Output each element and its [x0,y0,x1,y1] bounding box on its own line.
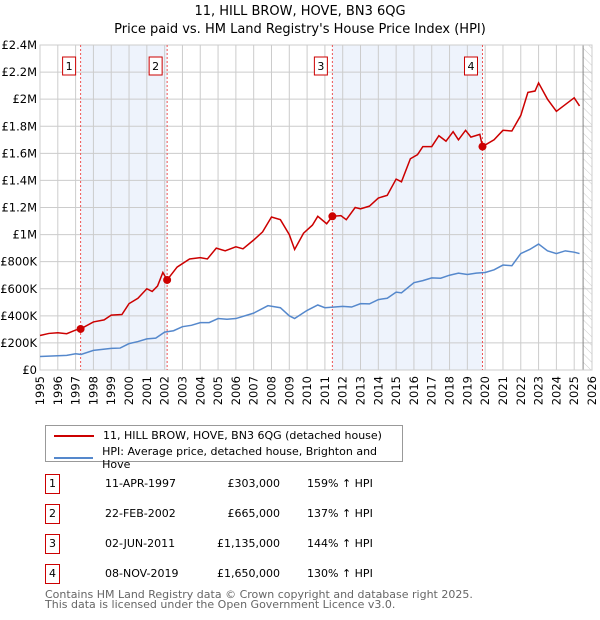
footer-copyright: Contains HM Land Registry data © Crown c… [45,588,473,601]
x-tick-label: 2004 [193,376,207,405]
x-tick-label: 2019 [460,376,474,405]
y-tick-label: £1.6M [1,146,37,160]
sale-point [76,324,85,333]
legend-item-hpi: HPI: Average price, detached house, Brig… [54,445,402,471]
transaction-number: 3 [45,534,60,554]
y-tick-label: £1.4M [1,173,37,187]
marker-label: 4 [467,60,474,73]
y-tick-label: £1.2M [1,201,37,215]
x-tick-label: 2011 [318,376,332,405]
marker-box [313,56,328,76]
transaction-date: 02-JUN-2011 [105,537,176,550]
legend-swatch-property [54,434,94,437]
x-tick-label: 2003 [175,376,189,405]
y-tick-label: £1.8M [1,119,37,133]
y-tick-label: £0 [22,363,37,377]
chart-title: 11, HILL BROW, HOVE, BN3 6QG [194,4,406,19]
x-tick-label: 2013 [354,376,368,405]
marker-box [463,56,478,76]
table-row: 2 22-FEB-2002 £665,000 137% ↑ HPI [45,504,445,524]
x-tick-label: 2023 [532,376,546,405]
y-tick-label: £600K [0,282,37,296]
x-tick-label: 2007 [247,376,261,405]
x-tick-label: 2020 [478,376,492,405]
x-tick-label: 2025 [567,376,581,405]
transaction-number: 1 [45,474,60,494]
x-tick-label: 2021 [496,376,510,405]
transaction-hpi: 144% ↑ HPI [307,537,373,550]
marker-label: 2 [152,60,159,73]
table-row: 3 02-JUN-2011 £1,135,000 144% ↑ HPI [45,534,445,554]
x-tick-label: 2005 [211,376,225,405]
y-tick-label: £2M [12,92,37,106]
legend-label: HPI: Average price, detached house, Brig… [102,445,378,471]
y-tick-label: £800K [0,255,37,269]
transaction-price: £303,000 [227,477,281,490]
marker-label: 1 [66,60,73,73]
legend: 11, HILL BROW, HOVE, BN3 6QG (detached h… [45,425,403,471]
transaction-hpi: 137% ↑ HPI [307,507,373,520]
sale-point [328,212,337,221]
x-tick-label: 1998 [86,376,100,405]
legend-item-property: 11, HILL BROW, HOVE, BN3 6QG (detached h… [54,429,382,442]
chart-subtitle: Price paid vs. HM Land Registry's House … [114,22,486,37]
x-tick-label: 2002 [158,376,172,405]
transaction-price: £1,135,000 [217,537,280,550]
x-tick-label: 2012 [336,376,350,405]
y-tick-label: £2.4M [1,38,37,52]
x-tick-label: 2014 [371,376,385,405]
transaction-date: 08-NOV-2019 [105,567,179,580]
hpi-line [39,243,580,358]
legend-label: 11, HILL BROW, HOVE, BN3 6QG (detached h… [103,429,382,442]
x-tick-label: 2015 [389,376,403,405]
table-row: 4 08-NOV-2019 £1,650,000 130% ↑ HPI [45,564,445,584]
x-tick-label: 1999 [104,376,118,405]
transaction-date: 11-APR-1997 [105,477,177,490]
sale-point [478,142,487,151]
property-line [39,81,581,337]
transaction-number: 2 [45,504,60,524]
x-tick-label: 2016 [407,376,421,405]
y-tick-label: £1M [12,228,37,242]
legend-swatch-hpi [54,457,94,459]
transaction-hpi: 130% ↑ HPI [307,567,373,580]
table-row: 1 11-APR-1997 £303,000 159% ↑ HPI [45,474,445,494]
price-chart: £0 £200K £400K £600K £800K £1M £1.2M £1.4M £1.6M… [0,38,599,405]
x-tick-label: 2024 [549,376,563,405]
x-tick-label: 2022 [514,376,528,405]
transaction-hpi: 159% ↑ HPI [307,477,373,490]
sale-point [163,275,172,284]
marker-label: 3 [317,60,324,73]
marker-box [62,56,77,76]
x-tick-label: 2018 [443,376,457,405]
transaction-price: £665,000 [227,507,281,520]
x-tick-label: 1997 [69,376,83,405]
marker-box [148,56,163,76]
x-tick-label: 2001 [140,376,154,405]
x-tick-label: 2000 [122,376,136,405]
x-tick-label: 2026 [585,376,599,405]
x-tick-label: 2006 [229,376,243,405]
y-tick-label: £2.2M [1,65,37,79]
transaction-date: 22-FEB-2002 [105,507,176,520]
transaction-number: 4 [45,564,60,584]
plot-border [39,44,593,371]
x-tick-label: 1996 [51,376,65,405]
x-tick-label: 2010 [300,376,314,405]
footer-licence: This data is licensed under the Open Gov… [45,598,396,611]
y-tick-label: £400K [0,309,37,323]
x-tick-label: 2009 [282,376,296,405]
x-tick-label: 2008 [264,376,278,405]
x-tick-label: 1995 [33,376,47,405]
y-tick-label: £200K [0,336,37,350]
x-tick-label: 2017 [425,376,439,405]
transaction-price: £1,650,000 [217,567,280,580]
